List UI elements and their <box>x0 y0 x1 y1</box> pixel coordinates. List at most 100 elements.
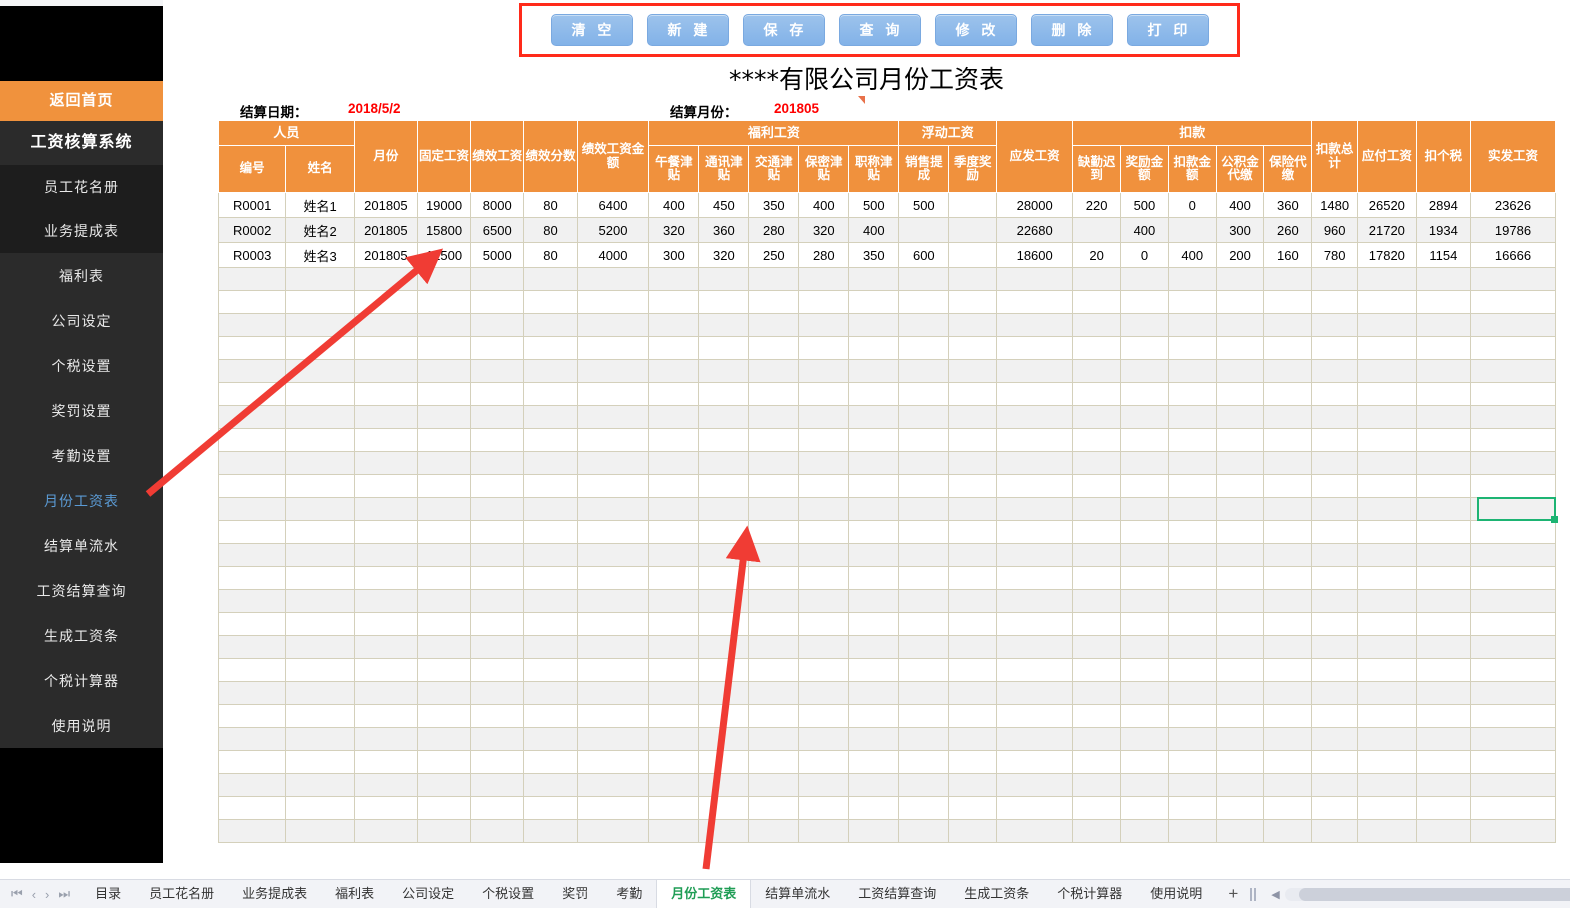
table-cell-empty[interactable] <box>218 313 287 337</box>
col-sub-header[interactable]: 扣款金额 <box>1167 145 1217 193</box>
table-cell-empty[interactable] <box>996 451 1074 475</box>
table-cell-empty[interactable] <box>996 543 1074 567</box>
table-row-empty[interactable] <box>218 819 1556 843</box>
table-cell-empty[interactable] <box>1470 405 1556 429</box>
table-cell-empty[interactable] <box>1263 589 1313 613</box>
table-cell-empty[interactable] <box>1470 428 1556 452</box>
table-cell-empty[interactable] <box>1167 497 1217 521</box>
table-cell-empty[interactable] <box>218 290 287 314</box>
table-cell-empty[interactable] <box>996 750 1074 774</box>
table-cell-empty[interactable] <box>1470 313 1556 337</box>
table-cell-empty[interactable] <box>1167 359 1217 383</box>
table-cell-empty[interactable] <box>523 359 578 383</box>
table-row-empty[interactable] <box>218 589 1556 613</box>
table-cell-empty[interactable] <box>798 658 850 682</box>
table-cell-empty[interactable] <box>1072 474 1122 498</box>
table-cell-empty[interactable] <box>218 819 287 843</box>
table-row-empty[interactable] <box>218 451 1556 475</box>
sheet-tab-12[interactable]: 个税计算器 <box>1057 886 1123 901</box>
table-cell-empty[interactable] <box>1415 681 1472 705</box>
table-cell-empty[interactable] <box>576 382 650 406</box>
table-cell-empty[interactable] <box>1470 819 1556 843</box>
table-cell-empty[interactable] <box>798 359 850 383</box>
table-cell-empty[interactable] <box>898 750 950 774</box>
table-cell-empty[interactable] <box>898 819 950 843</box>
table-cell-empty[interactable] <box>576 543 650 567</box>
table-cell-empty[interactable] <box>285 543 355 567</box>
table-cell-empty[interactable] <box>470 359 525 383</box>
table-cell[interactable]: 400 <box>1215 192 1265 218</box>
table-cell-empty[interactable] <box>285 382 355 406</box>
table-cell-empty[interactable] <box>848 589 900 613</box>
table-cell-empty[interactable] <box>523 704 578 728</box>
col-group-header[interactable]: 绩效分数 <box>523 120 578 193</box>
table-cell-empty[interactable] <box>948 428 998 452</box>
table-cell-empty[interactable] <box>698 566 750 590</box>
table-cell-empty[interactable] <box>748 750 800 774</box>
table-cell[interactable]: R0003 <box>218 242 287 268</box>
table-cell-empty[interactable] <box>1263 474 1313 498</box>
table-cell-empty[interactable] <box>353 428 418 452</box>
table-cell[interactable]: 12500 <box>416 242 472 268</box>
table-cell-empty[interactable] <box>1470 267 1556 291</box>
table-cell-empty[interactable] <box>1120 290 1169 314</box>
table-cell-empty[interactable] <box>748 658 800 682</box>
table-row-empty[interactable] <box>218 405 1556 429</box>
table-cell-empty[interactable] <box>1120 727 1169 751</box>
table-cell[interactable]: 160 <box>1263 242 1313 268</box>
table-cell-empty[interactable] <box>898 681 950 705</box>
scroll-left-icon[interactable]: ◀ <box>1271 888 1280 901</box>
table-cell-empty[interactable] <box>1120 704 1169 728</box>
table-cell-empty[interactable] <box>648 704 700 728</box>
table-cell-empty[interactable] <box>748 612 800 636</box>
table-cell-empty[interactable] <box>848 313 900 337</box>
table-row-empty[interactable] <box>218 313 1556 337</box>
table-cell-empty[interactable] <box>648 543 700 567</box>
table-cell-empty[interactable] <box>1470 727 1556 751</box>
col-sub-header[interactable]: 缺勤迟到 <box>1072 145 1122 193</box>
table-cell-empty[interactable] <box>948 773 998 797</box>
table-cell-empty[interactable] <box>1356 520 1417 544</box>
table-cell-empty[interactable] <box>1311 635 1358 659</box>
table-cell-empty[interactable] <box>648 290 700 314</box>
table-cell-empty[interactable] <box>1215 704 1265 728</box>
table-row-empty[interactable] <box>218 727 1556 751</box>
table-cell[interactable] <box>948 242 998 268</box>
table-cell-empty[interactable] <box>848 382 900 406</box>
table-cell-empty[interactable] <box>1215 359 1265 383</box>
table-cell-empty[interactable] <box>470 313 525 337</box>
selection-fill-handle[interactable] <box>1551 516 1558 523</box>
table-cell[interactable]: 600 <box>898 242 950 268</box>
table-cell-empty[interactable] <box>416 313 472 337</box>
table-cell-empty[interactable] <box>698 520 750 544</box>
table-cell-empty[interactable] <box>648 474 700 498</box>
table-cell-empty[interactable] <box>1311 313 1358 337</box>
table-cell[interactable]: 80 <box>523 192 578 218</box>
sheet-tab-9[interactable]: 结算单流水 <box>765 886 831 901</box>
table-cell-empty[interactable] <box>996 520 1074 544</box>
table-cell-empty[interactable] <box>1072 750 1122 774</box>
table-cell-empty[interactable] <box>416 589 472 613</box>
table-cell-empty[interactable] <box>1415 727 1472 751</box>
table-cell-empty[interactable] <box>648 589 700 613</box>
table-cell-empty[interactable] <box>698 336 750 360</box>
scroll-split-grip[interactable] <box>1250 887 1257 901</box>
table-cell-empty[interactable] <box>576 290 650 314</box>
table-cell-empty[interactable] <box>1215 819 1265 843</box>
table-cell-empty[interactable] <box>1356 290 1417 314</box>
table-cell-empty[interactable] <box>523 313 578 337</box>
table-cell-empty[interactable] <box>1311 451 1358 475</box>
table-cell-empty[interactable] <box>1167 704 1217 728</box>
table-cell-empty[interactable] <box>523 681 578 705</box>
table-cell-empty[interactable] <box>898 474 950 498</box>
table-cell-empty[interactable] <box>1470 566 1556 590</box>
table-cell-empty[interactable] <box>1072 428 1122 452</box>
table-cell-empty[interactable] <box>523 520 578 544</box>
table-cell-empty[interactable] <box>648 566 700 590</box>
table-row-empty[interactable] <box>218 612 1556 636</box>
table-cell-empty[interactable] <box>798 543 850 567</box>
table-cell-empty[interactable] <box>996 359 1074 383</box>
table-cell-empty[interactable] <box>1311 497 1358 521</box>
table-cell-empty[interactable] <box>996 612 1074 636</box>
table-cell-empty[interactable] <box>798 635 850 659</box>
